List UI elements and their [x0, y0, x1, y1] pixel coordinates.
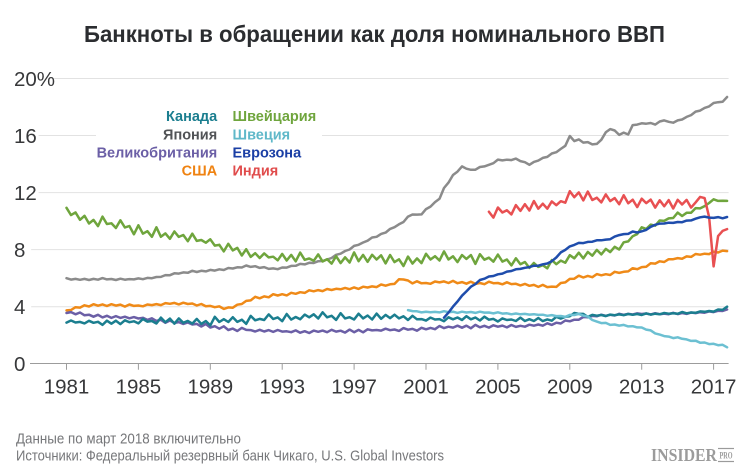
svg-text:Великобритания: Великобритания	[97, 146, 218, 162]
svg-text:1989: 1989	[187, 376, 233, 399]
svg-text:16: 16	[14, 125, 37, 148]
svg-text:Швеция: Швеция	[233, 128, 291, 144]
svg-text:США: США	[182, 164, 218, 180]
svg-text:8: 8	[14, 239, 25, 262]
svg-text:4: 4	[14, 296, 25, 319]
svg-text:1993: 1993	[259, 376, 305, 399]
svg-text:Канада: Канада	[166, 109, 218, 125]
svg-text:Швейцария: Швейцария	[233, 109, 317, 125]
svg-text:Источники: Федеральный резервн: Источники: Федеральный резервный банк Чи…	[16, 448, 444, 465]
svg-text:1997: 1997	[331, 376, 377, 399]
svg-text:Банкноты в обращении как доля: Банкноты в обращении как доля номинально…	[84, 21, 665, 47]
svg-text:20%: 20%	[14, 68, 55, 91]
svg-text:Данные по март 2018 включитель: Данные по март 2018 включительно	[16, 431, 241, 448]
svg-text:2001: 2001	[403, 376, 449, 399]
svg-text:PRO: PRO	[720, 452, 733, 462]
svg-text:2005: 2005	[475, 376, 521, 399]
svg-text:2013: 2013	[619, 376, 665, 399]
svg-text:Индия: Индия	[233, 164, 279, 180]
svg-text:2017: 2017	[691, 376, 737, 399]
svg-text:0: 0	[14, 353, 25, 376]
svg-text:1985: 1985	[116, 376, 162, 399]
svg-text:INSIDER: INSIDER	[651, 445, 718, 465]
svg-text:1981: 1981	[44, 376, 90, 399]
svg-text:2009: 2009	[547, 376, 593, 399]
svg-text:Еврозона: Еврозона	[233, 146, 303, 162]
svg-text:Япония: Япония	[163, 128, 217, 144]
svg-text:12: 12	[14, 182, 37, 205]
